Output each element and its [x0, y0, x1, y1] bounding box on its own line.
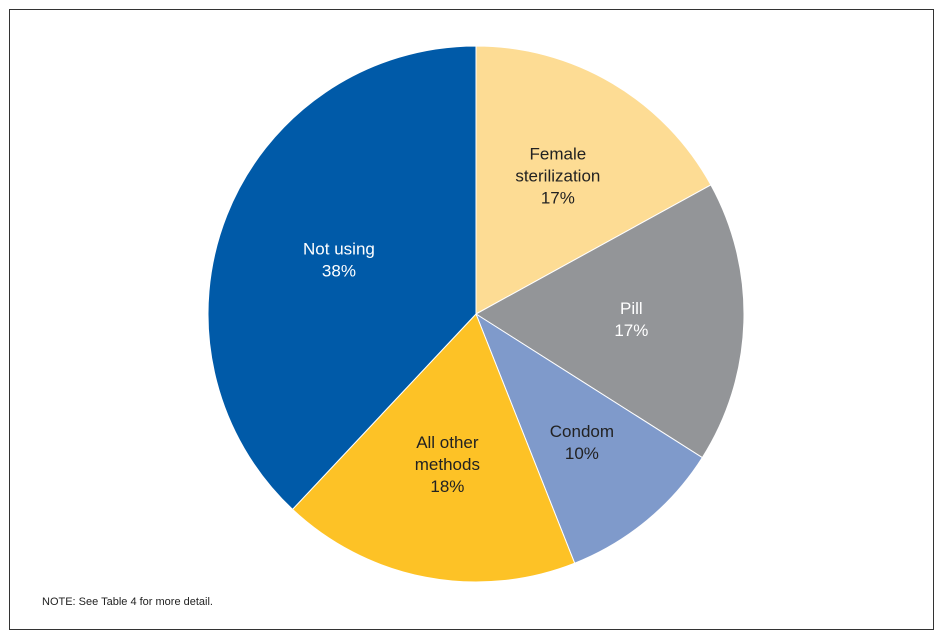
- pie-slice-value-1: 17%: [614, 321, 648, 340]
- pie-slice-name-3: All other: [416, 433, 479, 452]
- pie-slice-2: [474, 312, 703, 564]
- pie-slice-3: [291, 313, 576, 583]
- pie-slice-name-4: Not using: [303, 240, 375, 259]
- pie-slice-label-2: Condom 10%: [550, 422, 614, 463]
- pie-slice-name-0: Female: [530, 145, 587, 164]
- pie-slice-0: [475, 45, 712, 315]
- pie-slice-value-2: 10%: [565, 444, 599, 463]
- pie-slice-name-0: sterilization: [515, 167, 600, 186]
- pie-slice-value-0: 17%: [541, 189, 575, 208]
- pie-slice-1: [475, 184, 745, 459]
- chart-note: NOTE: See Table 4 for more detail.: [42, 596, 213, 608]
- pie-slice-value-3: 18%: [430, 477, 464, 496]
- pie-slice-4: [207, 45, 477, 511]
- pie-slice-label-3: All other methods 18%: [415, 433, 480, 496]
- pie-slice-name-2: Condom: [550, 422, 614, 441]
- pie-slice-label-1: Pill 17%: [614, 299, 648, 340]
- pie-slice-label-4: Not using 38%: [303, 240, 375, 281]
- pie-slice-value-4: 38%: [322, 262, 356, 281]
- pie-slice-name-1: Pill: [620, 299, 643, 318]
- pie-slice-name-3: methods: [415, 455, 480, 474]
- pie-slice-label-0: Female sterilization 17%: [515, 145, 600, 208]
